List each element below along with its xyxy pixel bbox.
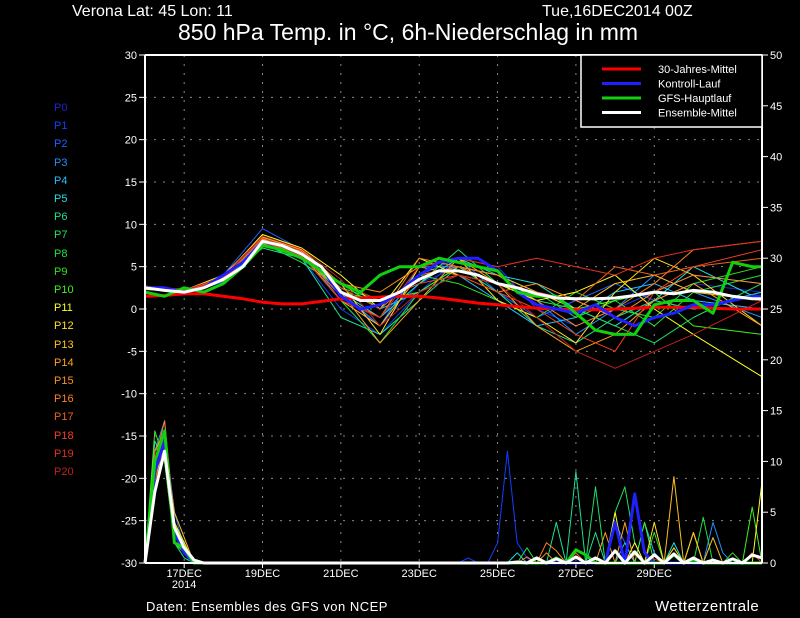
member-precip-line-p20 <box>144 450 762 564</box>
x-tick-label: 23DEC <box>401 568 437 580</box>
legend-label: Ensemble-Mittel <box>658 108 737 120</box>
member-temp-line-p10 <box>144 241 763 335</box>
member-precip-line-p0 <box>144 440 762 564</box>
y-left-tick-label: -10 <box>121 389 137 401</box>
x-tick-label: 27DEC <box>558 568 594 580</box>
y-right-tick-label: 25 <box>770 304 782 316</box>
member-precip-line-p14 <box>144 430 762 564</box>
y-left-tick-label: -25 <box>121 516 137 528</box>
member-label-p17: P17 <box>54 411 74 424</box>
y-right-tick-label: 10 <box>770 456 782 468</box>
y-left-tick-label: 20 <box>125 135 137 147</box>
member-label-p9: P9 <box>54 265 68 278</box>
y-left-tick-label: 30 <box>125 50 137 62</box>
member-precip-line-p4 <box>144 440 762 564</box>
y-right-tick-label: 30 <box>770 253 782 265</box>
control-temp-line <box>145 239 762 328</box>
legend-label: GFS-Hauptlauf <box>658 93 732 105</box>
gfs-precip-line <box>143 429 762 565</box>
member-precip-line-p15 <box>144 440 762 564</box>
y-left-tick-label: -20 <box>121 473 137 485</box>
x-tick-label: 17DEC <box>166 568 202 580</box>
y-right-tick-label: 15 <box>770 406 782 418</box>
brand-text: Wetterzentrale <box>655 598 760 615</box>
member-precip-line-p13 <box>144 440 762 564</box>
member-temp-line-p20 <box>144 235 763 369</box>
member-label-p1: P1 <box>54 120 68 133</box>
member-precip-line-p9 <box>144 440 762 564</box>
member-label-p5: P5 <box>54 193 68 205</box>
location-header: Verona Lat: 45 Lon: 11 <box>72 3 233 20</box>
member-label-p19: P19 <box>54 447 74 460</box>
y-right-tick-label: 20 <box>770 355 782 367</box>
y-right-tick-label: 50 <box>770 50 782 62</box>
legend-box <box>580 54 763 128</box>
x-tick-label: 21DEC <box>323 568 359 580</box>
member-label-p7: P7 <box>54 229 68 242</box>
ensemble-mean-temp-line <box>144 239 762 302</box>
data-source-text: Daten: Ensembles des GFS von NCEP <box>146 599 388 614</box>
chart-title: 850 hPa Temp. in °C, 6h-Niederschlag in … <box>178 19 639 45</box>
member-label-p4: P4 <box>54 174 68 187</box>
member-label-p2: P2 <box>54 138 68 151</box>
y-right-tick-label: 5 <box>770 507 776 519</box>
control-precip-line <box>143 439 762 565</box>
member-precip-line-p7 <box>144 430 762 564</box>
legend-label: Kontroll-Lauf <box>658 79 721 91</box>
member-precip-line-p18 <box>144 430 763 564</box>
member-precip-line-p11 <box>144 440 763 564</box>
member-label-p0: P0 <box>54 102 68 114</box>
x-tick-label: 29DEC <box>637 568 673 580</box>
climate-temp-line <box>144 292 762 312</box>
y-right-tick-label: 45 <box>770 101 782 113</box>
member-label-p6: P6 <box>54 211 68 224</box>
member-label-p12: P12 <box>54 320 74 333</box>
y-left-tick-label: -30 <box>121 558 137 570</box>
x-tick-sublabel: 2014 <box>172 579 196 591</box>
member-label-p15: P15 <box>54 375 74 387</box>
member-label-p11: P11 <box>54 302 73 315</box>
member-precip-line-p3 <box>144 420 762 564</box>
member-label-p18: P18 <box>54 429 74 442</box>
member-label-p13: P13 <box>54 338 74 351</box>
member-precip-line-p19 <box>144 440 762 564</box>
member-precip-line-p16 <box>144 420 762 564</box>
member-label-p20: P20 <box>54 466 74 478</box>
y-left-tick-label: 0 <box>131 304 137 316</box>
member-precip-line-p17 <box>144 440 762 564</box>
y-right-tick-label: 0 <box>770 558 776 570</box>
member-label-p14: P14 <box>54 356 74 369</box>
member-precip-line-p5 <box>144 450 762 564</box>
y-left-tick-label: -15 <box>121 431 137 443</box>
legend-label: 30-Jahres-Mittel <box>658 64 737 76</box>
member-temp-line-p1 <box>144 242 763 335</box>
member-precip-line-p2 <box>144 430 762 564</box>
y-left-tick-label: 5 <box>131 262 137 274</box>
member-precip-line-p10 <box>144 430 763 564</box>
member-label-p16: P16 <box>54 393 74 406</box>
y-left-tick-label: 25 <box>125 92 137 104</box>
y-left-tick-label: 15 <box>125 177 137 189</box>
run-time-header: Tue,16DEC2014 00Z <box>542 3 693 20</box>
ensemble-mean-precip-line <box>143 449 763 565</box>
member-precip-line-p1 <box>144 430 762 564</box>
x-tick-label: 19DEC <box>245 568 281 580</box>
x-tick-label: 25DEC <box>480 568 516 580</box>
member-precip-line-p12 <box>144 450 762 564</box>
member-label-p8: P8 <box>54 247 68 260</box>
y-left-tick-label: -5 <box>127 346 137 358</box>
member-precip-line-p6 <box>144 440 762 564</box>
member-temp-line-p18 <box>144 237 763 352</box>
member-label-p3: P3 <box>54 156 68 169</box>
member-label-p10: P10 <box>54 284 74 296</box>
member-precip-line-p8 <box>144 440 762 564</box>
y-left-tick-label: 10 <box>125 219 137 231</box>
member-temp-line-p8 <box>144 239 763 344</box>
y-right-tick-label: 40 <box>770 152 782 164</box>
y-right-tick-label: 35 <box>770 202 782 214</box>
